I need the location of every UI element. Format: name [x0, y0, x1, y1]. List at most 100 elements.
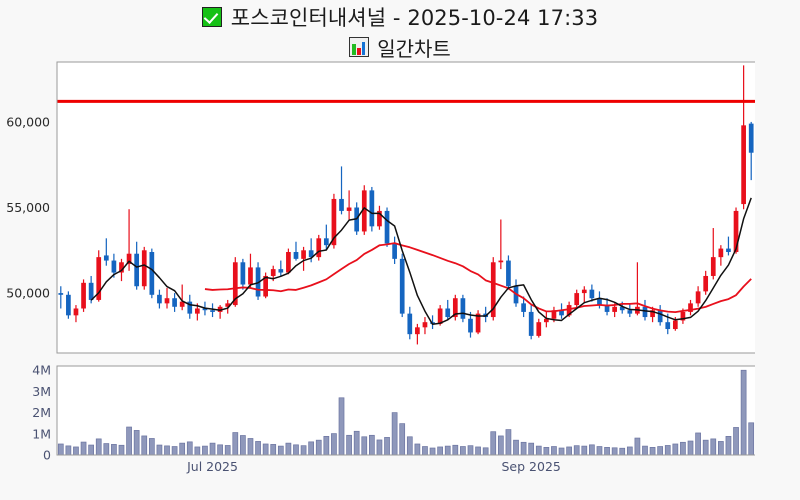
- candlestick: [66, 291, 71, 319]
- candlestick: [248, 253, 253, 288]
- candlestick: [574, 289, 580, 309]
- volume-axis-ticks: 0 1M 2M 3M 4M: [32, 363, 51, 463]
- volume-bar: [505, 429, 512, 456]
- volume-bar: [657, 446, 664, 456]
- volume-bar: [702, 439, 709, 456]
- candlestick: [748, 121, 754, 181]
- volume-bar: [255, 441, 261, 456]
- candlestick: [157, 289, 162, 309]
- volume-bar: [148, 438, 155, 456]
- volume-bar: [437, 446, 443, 456]
- candlestick: [339, 166, 344, 215]
- volume-bar: [543, 447, 550, 456]
- volume-bar: [376, 439, 383, 456]
- candlestick: [460, 294, 466, 323]
- volume-bar: [80, 441, 87, 456]
- candlestick: [179, 284, 185, 311]
- volume-bar: [573, 445, 580, 456]
- candlestick: [316, 234, 322, 261]
- chart-subtitle-row: 일간차트: [0, 33, 800, 61]
- candlestick: [286, 248, 291, 275]
- candlestick: [528, 305, 534, 340]
- candlestick: [164, 287, 170, 309]
- volume-bar: [300, 445, 307, 456]
- volume-bar: [171, 446, 178, 456]
- volume-panel: 0 1M 2M 3M 4M Jul 2025 Sep 2025: [32, 363, 755, 474]
- candlestick: [103, 238, 109, 266]
- volume-bar: [604, 447, 610, 456]
- volume-bar: [391, 412, 398, 456]
- volume-tick-label: 4M: [32, 363, 51, 378]
- candlestick: [604, 298, 610, 316]
- volume-bar: [687, 440, 694, 456]
- volume-bar: [88, 444, 94, 456]
- volume-bar: [346, 434, 352, 456]
- candlestick: [688, 299, 693, 316]
- volume-bar: [202, 445, 208, 456]
- price-panel-background: [57, 62, 755, 353]
- volume-bar: [118, 444, 125, 456]
- candlestick: [589, 284, 595, 302]
- candlestick: [415, 323, 420, 345]
- volume-bar: [490, 431, 497, 456]
- candlestick: [293, 241, 299, 261]
- volume-bar: [619, 447, 626, 456]
- candlestick: [422, 317, 428, 335]
- candlestick: [361, 185, 367, 235]
- volume-bar: [475, 446, 481, 456]
- volume-bar: [725, 436, 732, 456]
- volume-bar: [247, 438, 254, 456]
- volume-bar: [589, 444, 595, 456]
- volume-bar: [429, 447, 436, 456]
- volume-bar: [444, 445, 451, 456]
- chart-subtitle: 일간차트: [377, 36, 451, 61]
- volume-bar: [551, 446, 557, 456]
- candlestick: [581, 286, 587, 304]
- candlestick: [544, 311, 549, 328]
- candlestick: [111, 253, 117, 278]
- volume-bar: [323, 436, 330, 456]
- volume-bar: [164, 445, 170, 456]
- volume-bar: [672, 443, 679, 456]
- volume-bar: [217, 444, 223, 456]
- volume-bar: [353, 430, 360, 456]
- page-title: 포스코인터내셔널 - 2025-10-24 17:33: [230, 6, 599, 30]
- volume-bar: [103, 443, 110, 456]
- price-panel-border: [56, 61, 755, 354]
- volume-bar: [460, 446, 466, 456]
- date-tick-label: Jul 2025: [186, 459, 238, 474]
- volume-bar: [642, 445, 648, 456]
- candlestick: [225, 299, 231, 314]
- candlestick: [506, 255, 511, 290]
- volume-bar: [126, 426, 132, 456]
- volume-bar: [156, 444, 163, 456]
- volume-bar: [338, 397, 345, 456]
- volume-bar: [482, 447, 489, 456]
- volume-bar: [710, 438, 717, 456]
- volume-bar: [452, 444, 459, 456]
- volume-bar: [740, 369, 747, 456]
- candlestick: [445, 299, 451, 321]
- candlestick: [141, 246, 147, 290]
- volume-bar: [232, 432, 239, 456]
- volume-bar: [133, 430, 140, 456]
- volume-bar: [513, 439, 519, 456]
- candlestick: [741, 65, 746, 210]
- green-check-icon: [201, 7, 222, 27]
- candlestick: [73, 305, 79, 323]
- volume-bar: [634, 437, 641, 456]
- candlestick: [452, 294, 458, 321]
- candlestick: [331, 193, 337, 249]
- candlestick: [437, 305, 443, 326]
- volume-tick-label: 2M: [32, 405, 51, 420]
- candlestick: [490, 257, 496, 321]
- candlestick: [263, 272, 268, 299]
- candlestick: [346, 190, 352, 220]
- candlestick: [210, 303, 215, 318]
- price-axis-ticks: 50,000 55,000 60,000: [6, 114, 50, 300]
- volume-bar: [467, 445, 474, 456]
- candlestick: [323, 224, 329, 251]
- volume-bar: [520, 441, 527, 456]
- volume-bar: [315, 439, 322, 456]
